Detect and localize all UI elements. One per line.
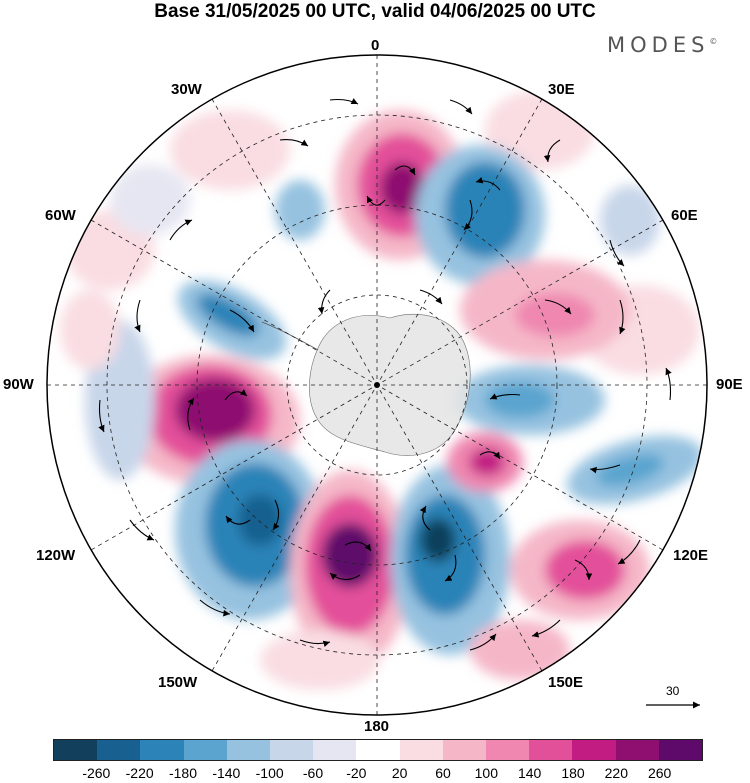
- lon-label-150e: 150E: [548, 674, 584, 691]
- colorbar-swatch-12: [572, 740, 616, 760]
- lon-label-30e: 30E: [548, 81, 575, 98]
- lon-label-30w: 30W: [171, 81, 202, 98]
- colorbar-swatch-5: [270, 740, 314, 760]
- colorbar-swatch-7: [356, 740, 400, 760]
- lon-label-120w: 120W: [36, 547, 76, 564]
- antarctica-landmass: [309, 314, 471, 456]
- modes-logo: MODES©: [607, 33, 718, 57]
- lon-label-180: 180: [364, 718, 390, 735]
- reference-vector-label: 30: [666, 684, 680, 698]
- south-pole-marker: [374, 382, 380, 388]
- colorbar-tick-label: 140: [517, 765, 542, 781]
- colorbar-tick-label: 220: [604, 765, 629, 781]
- colorbar-tick-label: -180: [168, 765, 198, 781]
- lon-label-90w: 90W: [3, 376, 34, 393]
- wind-vectors: [98, 98, 672, 651]
- colorbar-swatch-8: [399, 740, 443, 760]
- colorbar-tick-label: 20: [391, 765, 408, 781]
- colorbar-swatch-3: [183, 740, 227, 760]
- lon-label-90e: 90E: [716, 376, 743, 393]
- colorbar-swatch-1: [97, 740, 141, 760]
- colorbar-swatch-9: [442, 740, 487, 760]
- colorbar-tick-label: 260: [647, 765, 672, 781]
- map-title: Base 31/05/2025 00 UTC, valid 04/06/2025…: [154, 1, 596, 22]
- colorbar-swatch-6: [313, 740, 357, 760]
- lon-label-120e: 120E: [673, 547, 709, 564]
- colorbar-tick-label: -220: [125, 765, 154, 781]
- colorbar-tick-label: 100: [474, 765, 499, 781]
- colorbar-swatch-4: [226, 740, 271, 760]
- colorbar-swatch-13: [615, 740, 659, 760]
- lon-label-0: 0: [371, 37, 380, 54]
- colorbar-tick-label: -60: [302, 765, 324, 781]
- lon-label-60e: 60E: [671, 207, 698, 224]
- colorbar-tick-label: -140: [212, 765, 241, 781]
- colorbar: [53, 739, 703, 761]
- colorbar-swatch-14: [658, 740, 703, 760]
- colorbar-tick-label: 180: [561, 765, 585, 781]
- colorbar-tick-label: -100: [255, 765, 284, 781]
- colorbar-tick-label: 60: [435, 765, 451, 781]
- colorbar-swatch-0: [54, 740, 98, 760]
- colorbar-swatch-10: [486, 740, 530, 760]
- lon-label-60w: 60W: [45, 207, 76, 224]
- lon-label-150w: 150W: [158, 674, 198, 691]
- colorbar-swatch-2: [140, 740, 184, 760]
- colorbar-swatch-11: [529, 740, 573, 760]
- colorbar-tick-label: -20: [346, 765, 367, 781]
- anomaly-field: [60, 90, 704, 690]
- map-boundary: [46, 54, 708, 716]
- antarctic-peninsula: [261, 321, 319, 351]
- colorbar-tick-label: -260: [82, 765, 111, 781]
